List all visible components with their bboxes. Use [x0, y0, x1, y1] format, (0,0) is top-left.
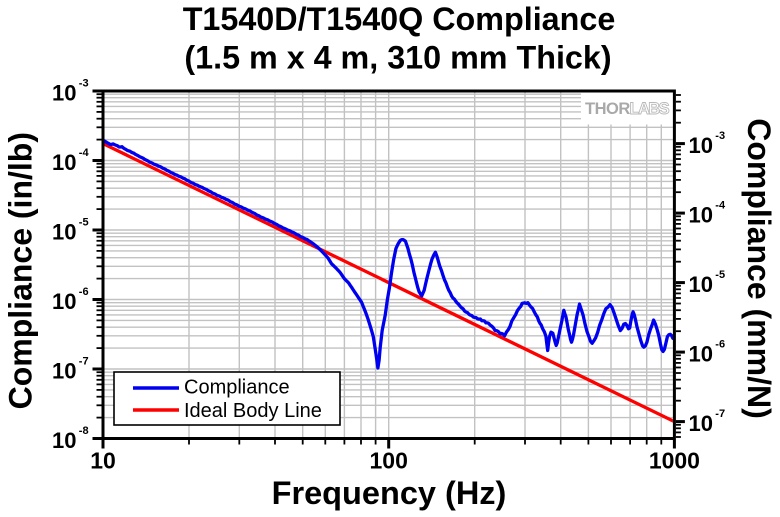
svg-text:-8: -8	[79, 425, 89, 437]
svg-text:Ideal Body Line: Ideal Body Line	[184, 400, 322, 422]
svg-text:10: 10	[52, 358, 76, 383]
svg-text:-4: -4	[79, 147, 90, 159]
svg-text:Frequency (Hz): Frequency (Hz)	[272, 475, 507, 511]
svg-text:10: 10	[52, 150, 76, 175]
svg-text:-5: -5	[715, 269, 725, 281]
svg-text:1000: 1000	[649, 448, 700, 474]
svg-text:10: 10	[689, 341, 713, 366]
svg-text:10: 10	[689, 133, 713, 158]
svg-text:Compliance (in/lb): Compliance (in/lb)	[3, 132, 39, 409]
svg-text:-4: -4	[715, 199, 726, 211]
svg-text:10: 10	[52, 289, 76, 314]
svg-text:Compliance: Compliance	[184, 377, 290, 399]
svg-text:-7: -7	[79, 355, 89, 367]
svg-text:10: 10	[52, 428, 76, 453]
svg-text:10: 10	[689, 202, 713, 227]
svg-text:THOR: THOR	[585, 100, 630, 118]
svg-text:-6: -6	[79, 286, 89, 298]
svg-text:10: 10	[689, 411, 713, 436]
svg-text:Compliance (mm/N): Compliance (mm/N)	[741, 118, 777, 418]
svg-text:10: 10	[689, 272, 713, 297]
svg-text:T1540D/T1540Q Compliance: T1540D/T1540Q Compliance	[183, 1, 616, 37]
svg-text:10: 10	[90, 448, 116, 474]
svg-text:10: 10	[52, 219, 76, 244]
svg-text:LABS: LABS	[630, 100, 670, 118]
svg-text:-3: -3	[79, 77, 89, 89]
svg-text:100: 100	[370, 448, 408, 474]
svg-text:-6: -6	[715, 338, 725, 350]
svg-text:-5: -5	[79, 216, 89, 228]
svg-text:-7: -7	[715, 408, 725, 420]
svg-text:(1.5 m x 4 m, 310 mm Thick): (1.5 m x 4 m, 310 mm Thick)	[184, 40, 611, 76]
svg-text:-3: -3	[715, 130, 725, 142]
svg-text:10: 10	[52, 80, 76, 105]
